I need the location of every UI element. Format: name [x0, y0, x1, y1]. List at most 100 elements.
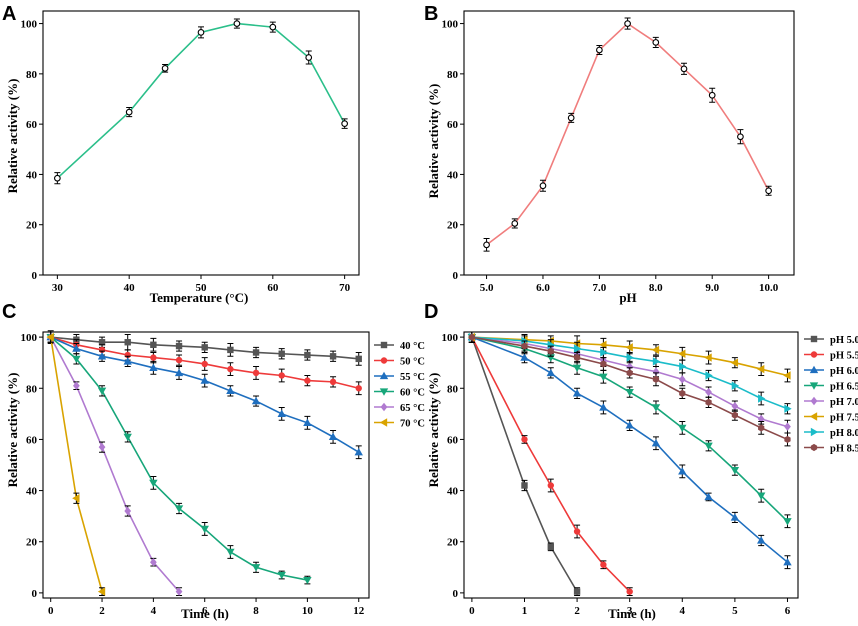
- data-point: [573, 344, 582, 353]
- data-point: [756, 364, 765, 374]
- data-point: [626, 588, 633, 595]
- data-point: [652, 375, 660, 383]
- data-point: [341, 120, 348, 127]
- legend-label: pH 8.5: [830, 444, 858, 455]
- legend-marker: [810, 351, 818, 358]
- panel-c: C Relative activity (%) Time (h) 0 2 4 6 8 10…: [2, 301, 425, 621]
- data-point: [547, 482, 554, 489]
- y-axis-label: Relative activity (%): [426, 84, 441, 199]
- series-line: [471, 336, 788, 441]
- y-tick-label: 40: [26, 169, 38, 181]
- data-point: [174, 368, 184, 377]
- x-axis-label: Temperature (°C): [150, 290, 249, 305]
- data-point: [705, 371, 713, 380]
- legend-label: 65 °C: [400, 403, 425, 414]
- data-point: [149, 363, 158, 371]
- series-line: [471, 336, 788, 428]
- data-point: [737, 133, 744, 141]
- data-point: [599, 373, 608, 381]
- x-tick-label: 2: [99, 605, 105, 617]
- x-axis-label: Time (h): [608, 606, 656, 621]
- y-axis-label: Relative activity (%): [426, 373, 441, 488]
- series-60-c: [46, 331, 312, 585]
- data-point: [756, 536, 766, 544]
- data-point: [567, 114, 575, 122]
- data-point: [731, 381, 740, 390]
- series-line: [471, 336, 578, 593]
- panel-letter: C: [2, 301, 16, 323]
- data-point: [704, 492, 713, 501]
- data-point: [730, 466, 740, 475]
- data-point: [149, 479, 158, 488]
- series-line: [56, 22, 346, 179]
- y-tick-label: 100: [21, 332, 38, 344]
- data-point: [783, 371, 791, 380]
- data-point: [124, 506, 132, 516]
- legend-marker: [380, 341, 388, 349]
- legend-marker: [809, 382, 819, 390]
- series-line: [486, 22, 770, 246]
- x-tick-label: 10: [302, 605, 314, 617]
- data-point: [354, 448, 363, 456]
- data-point: [303, 418, 312, 426]
- data-point: [305, 54, 313, 61]
- y-tick-label: 0: [453, 588, 459, 600]
- series-relative-activity: [483, 17, 772, 252]
- data-point: [705, 398, 712, 406]
- legend-marker: [810, 335, 818, 343]
- y-tick-label: 60: [447, 119, 459, 131]
- data-point: [123, 357, 132, 365]
- y-tick-label: 40: [26, 486, 38, 498]
- data-point: [175, 342, 183, 350]
- data-point: [678, 467, 687, 475]
- data-point: [626, 362, 634, 371]
- series-ph-6-0: [467, 331, 792, 570]
- data-point: [572, 364, 582, 373]
- panel-letter: B: [424, 3, 438, 25]
- y-tick-label: 100: [442, 332, 459, 344]
- data-point: [328, 432, 338, 441]
- data-point: [46, 332, 54, 342]
- data-point: [784, 422, 791, 431]
- data-point: [651, 345, 660, 355]
- data-point: [150, 341, 157, 348]
- data-point: [150, 557, 157, 567]
- data-point: [197, 29, 205, 36]
- data-point: [175, 587, 183, 596]
- legend-label: pH 7.5: [830, 413, 858, 424]
- data-point: [596, 46, 603, 54]
- data-point: [652, 357, 661, 366]
- panel-a: A Relative activity (%) Temperature (°C)…: [2, 3, 360, 305]
- x-tick-label: 1: [522, 605, 528, 617]
- y-tick-label: 60: [26, 119, 38, 131]
- data-point: [651, 404, 661, 412]
- data-point: [708, 91, 716, 99]
- series-line: [49, 336, 180, 593]
- panel-letter: D: [424, 301, 438, 323]
- x-tick-label: 8: [253, 605, 259, 617]
- y-tick-label: 20: [447, 537, 459, 549]
- x-tick-label: 70: [339, 282, 351, 294]
- series-ph-5-5: [468, 331, 633, 596]
- x-tick-label: 6: [202, 605, 208, 617]
- data-point: [233, 20, 241, 27]
- data-point: [200, 525, 209, 534]
- y-tick-label: 100: [21, 19, 38, 31]
- data-point: [547, 347, 554, 355]
- data-point: [72, 494, 80, 503]
- data-point: [125, 108, 133, 116]
- legend-marker: [379, 371, 389, 380]
- data-point: [150, 354, 157, 361]
- data-point: [278, 350, 285, 357]
- y-tick-label: 20: [26, 220, 38, 232]
- y-tick-label: 60: [447, 434, 459, 446]
- data-point: [226, 386, 235, 394]
- data-point: [97, 587, 106, 596]
- data-point: [73, 381, 80, 390]
- legend-label: pH 7.0: [830, 397, 858, 408]
- data-point: [546, 336, 554, 346]
- x-tick-label: 5: [732, 605, 738, 617]
- data-point: [201, 344, 208, 351]
- data-point: [303, 576, 312, 585]
